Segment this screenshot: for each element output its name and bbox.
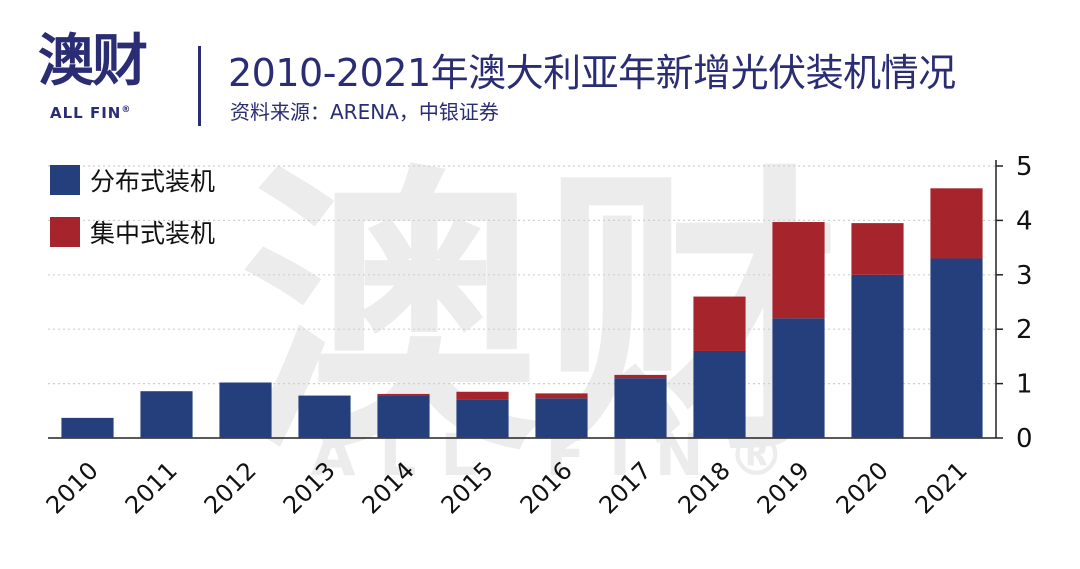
legend-label-centralized: 集中式装机: [90, 219, 216, 248]
bar-centralized: [930, 188, 983, 259]
bar-distributed: [772, 318, 825, 438]
bar-centralized: [851, 223, 904, 275]
header-divider: [198, 46, 201, 126]
legend-label-distributed: 分布式装机: [90, 167, 216, 196]
y-tick-label: 2: [1016, 315, 1033, 345]
bar-distributed: [298, 395, 351, 438]
brand-logo-subtext: ALL FIN®: [50, 104, 131, 122]
y-tick-label: 0: [1016, 424, 1033, 454]
bar-distributed: [535, 398, 588, 438]
y-tick-label: 3: [1016, 261, 1033, 291]
chart-legend: 分布式装机 集中式装机: [50, 165, 215, 269]
x-tick-label: 2020: [831, 456, 894, 519]
bar-centralized: [772, 222, 825, 319]
bar-distributed: [219, 382, 272, 438]
legend-swatch-distributed: [50, 165, 80, 195]
bar-centralized: [614, 374, 667, 379]
bar-distributed: [61, 417, 114, 438]
bar-centralized: [535, 393, 588, 399]
bar-distributed: [140, 391, 193, 438]
legend-item-centralized: 集中式装机: [50, 217, 216, 248]
legend-item-distributed: 分布式装机: [50, 165, 216, 196]
x-tick-label: 2011: [120, 456, 183, 519]
y-tick-label: 1: [1016, 370, 1033, 400]
bar-centralized: [456, 391, 509, 400]
bar-distributed: [456, 399, 509, 438]
x-tick-label: 2010: [41, 456, 104, 519]
bar-distributed: [377, 395, 430, 438]
brand-logo-subtext-label: ALL FIN: [50, 104, 122, 122]
bar-centralized: [693, 296, 746, 351]
registered-mark: ®: [121, 105, 132, 115]
source-note: 资料来源：ARENA，中银证券: [230, 100, 499, 124]
bar-distributed: [693, 350, 746, 438]
bar-distributed: [930, 258, 983, 438]
y-tick-label: 5: [1016, 152, 1033, 182]
bar-distributed: [614, 378, 667, 438]
bar-distributed: [851, 274, 904, 438]
chart-title: 2010-2021年澳大利亚年新增光伏装机情况: [228, 51, 956, 95]
legend-swatch-centralized: [50, 217, 80, 247]
y-tick-label: 4: [1016, 206, 1033, 236]
bar-centralized: [377, 393, 430, 396]
brand-logo: 澳财: [38, 29, 148, 94]
x-tick-label: 2021: [910, 456, 973, 519]
